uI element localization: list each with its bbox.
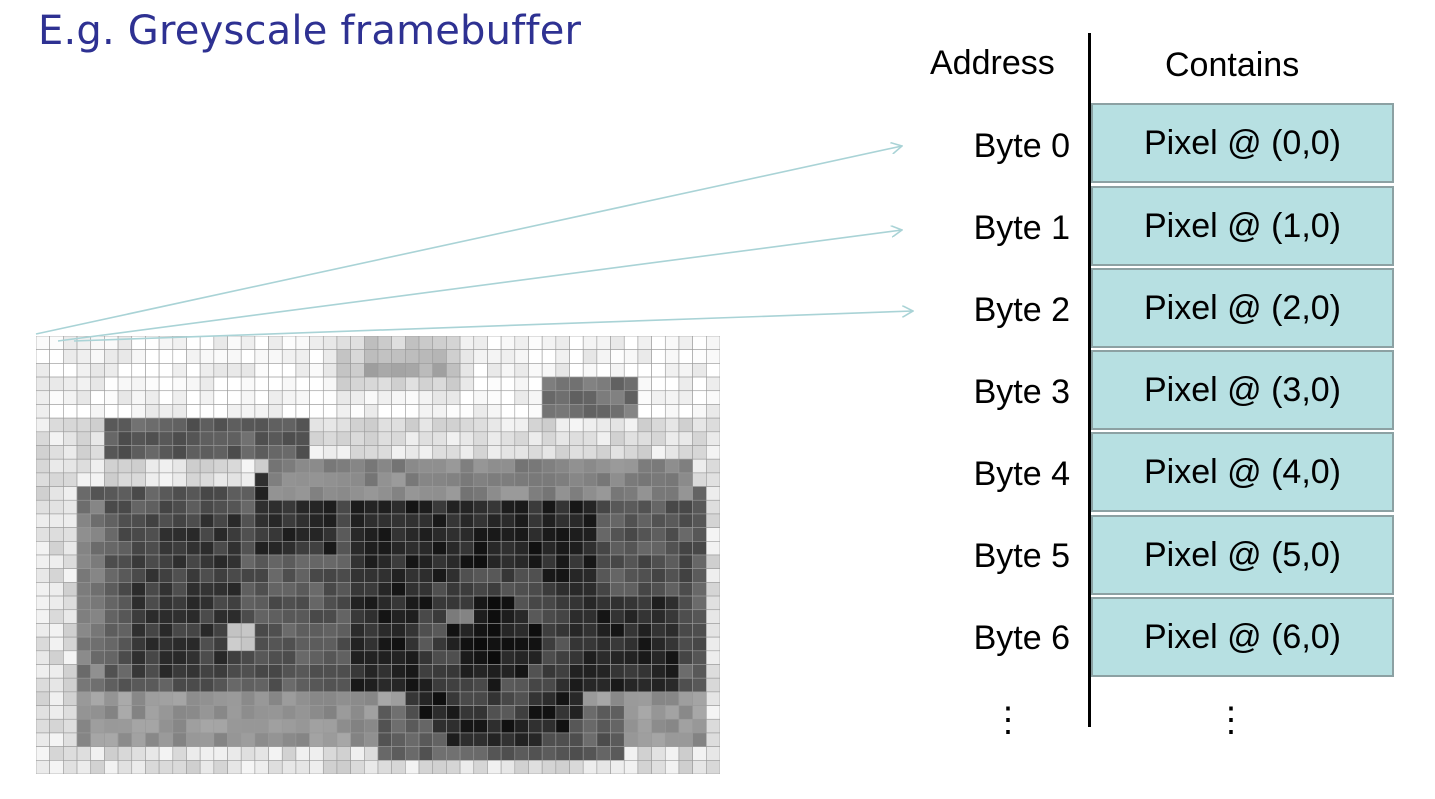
memory-cell: Pixel @ (5,0) <box>1091 515 1394 595</box>
address-label: Byte 4 <box>973 455 1070 493</box>
arrow-pixel-2 <box>73 311 913 342</box>
memory-cell: Pixel @ (1,0) <box>1091 186 1394 266</box>
address-label: Byte 3 <box>973 373 1070 411</box>
memory-cell: Pixel @ (0,0) <box>1091 103 1394 183</box>
memory-cell: Pixel @ (4,0) <box>1091 432 1394 512</box>
address-label: Byte 1 <box>973 209 1070 247</box>
address-label: Byte 6 <box>973 619 1070 657</box>
contains-column-header: Contains <box>1165 46 1300 84</box>
address-ellipsis: ⋮ <box>991 701 1025 739</box>
memory-cell: Pixel @ (2,0) <box>1091 268 1394 348</box>
camera-pixel-grid <box>36 336 720 774</box>
arrow-pixel-0 <box>35 146 902 335</box>
arrow-pixel-1 <box>57 230 902 342</box>
address-label: Byte 2 <box>973 291 1070 329</box>
pixelated-camera-icon <box>36 336 720 774</box>
memory-cell: Pixel @ (3,0) <box>1091 350 1394 430</box>
column-divider <box>1088 33 1091 727</box>
contains-ellipsis: ⋮ <box>1214 701 1248 739</box>
slide-title: E.g. Greyscale framebuffer <box>38 8 582 54</box>
address-label: Byte 5 <box>973 537 1070 575</box>
memory-cell: Pixel @ (6,0) <box>1091 597 1394 677</box>
address-column-header: Address <box>930 44 1055 82</box>
address-label: Byte 0 <box>973 127 1070 165</box>
